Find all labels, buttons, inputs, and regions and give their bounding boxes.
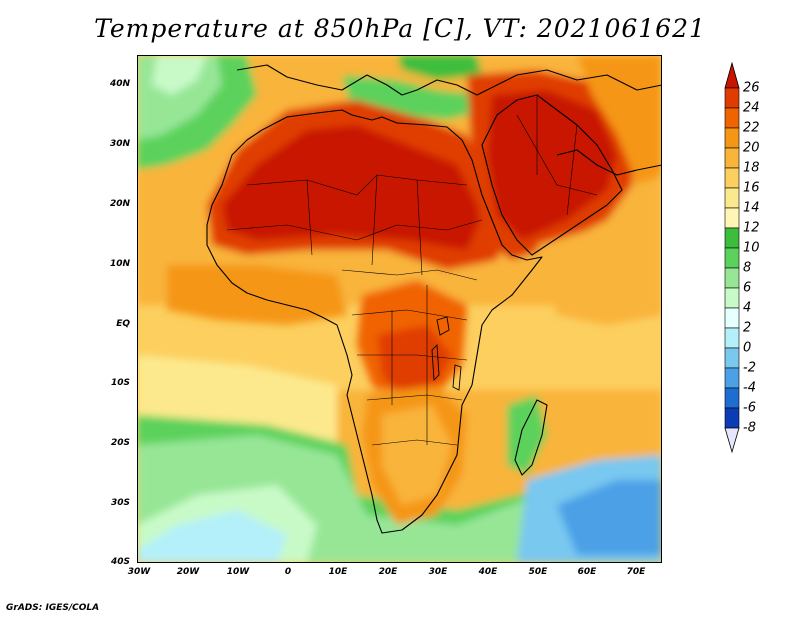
field-south-indian-core bbox=[557, 480, 662, 555]
colorbar-label: 4 bbox=[743, 300, 752, 316]
europe-coastline bbox=[236, 64, 662, 96]
credit-text: GrADS: IGES/COLA bbox=[6, 603, 100, 613]
colorbar-label: 12 bbox=[743, 220, 760, 236]
lat-label: 30N bbox=[109, 139, 130, 149]
lon-label: 0 bbox=[284, 567, 292, 577]
colorbar-label: 0 bbox=[743, 340, 752, 356]
colorbar-label: -2 bbox=[743, 360, 756, 376]
lon-label: 60E bbox=[577, 567, 597, 577]
colorbar-label: 10 bbox=[743, 240, 760, 256]
lon-label: 30W bbox=[127, 567, 151, 577]
lon-label: 20W bbox=[176, 567, 200, 577]
coastline bbox=[206, 64, 662, 534]
lon-label: 50E bbox=[528, 567, 548, 577]
colorbar-swatch bbox=[724, 267, 740, 289]
colorbar-label: -4 bbox=[743, 380, 756, 396]
colorbar-swatch bbox=[724, 207, 740, 229]
lon-label: 10W bbox=[226, 567, 250, 577]
field-kalahari bbox=[382, 405, 452, 505]
field-north-atlantic-core bbox=[152, 55, 207, 95]
colorbar bbox=[724, 62, 740, 454]
field-angola-core bbox=[377, 325, 452, 400]
field-iran bbox=[577, 55, 662, 185]
field-madagascar bbox=[507, 395, 547, 475]
field-gulf-guinea bbox=[167, 265, 347, 325]
africa-coastline bbox=[206, 109, 543, 534]
lat-label: 20S bbox=[110, 438, 130, 448]
colorbar-label: 16 bbox=[743, 180, 760, 196]
colorbar-swatch bbox=[724, 247, 740, 269]
colorbar-swatch bbox=[724, 307, 740, 329]
colorbar-label: 26 bbox=[743, 80, 760, 96]
colorbar-label: -8 bbox=[743, 420, 756, 436]
field-black-sea bbox=[397, 55, 482, 80]
colorbar-label: 22 bbox=[743, 120, 760, 136]
lon-label: 20E bbox=[378, 567, 398, 577]
colorbar-swatch bbox=[724, 287, 740, 309]
madagascar-coastline bbox=[514, 399, 548, 476]
colorbar-label: 14 bbox=[743, 200, 760, 216]
colorbar-swatch bbox=[724, 87, 740, 109]
lakes bbox=[431, 316, 462, 391]
colorbar-label: -6 bbox=[743, 400, 756, 416]
field-arabian-sea bbox=[537, 205, 662, 325]
colorbar-swatch bbox=[724, 107, 740, 129]
colorbar-swatch bbox=[724, 127, 740, 149]
field-arabia-core bbox=[487, 90, 617, 240]
borders bbox=[226, 95, 598, 446]
colorbar-swatch bbox=[724, 367, 740, 389]
field-sahara-core bbox=[222, 125, 482, 250]
colorbar-swatch bbox=[724, 347, 740, 369]
colorbar-swatch bbox=[724, 227, 740, 249]
colorbar-bottom-arrow bbox=[724, 427, 740, 454]
colorbar-label: 18 bbox=[743, 160, 760, 176]
lat-label: EQ bbox=[116, 319, 130, 329]
colorbar-label: 2 bbox=[743, 320, 752, 336]
lon-label: 40E bbox=[478, 567, 498, 577]
field-south-cold-core bbox=[137, 510, 287, 563]
colorbar-label: 6 bbox=[743, 280, 752, 296]
lat-label: 30S bbox=[110, 498, 130, 508]
colorbar-label: 20 bbox=[743, 140, 760, 156]
colorbar-swatch bbox=[724, 147, 740, 169]
map-frame bbox=[137, 55, 662, 563]
persian-gulf-coastline bbox=[556, 149, 662, 176]
lon-label: 30E bbox=[428, 567, 448, 577]
colorbar-swatch bbox=[724, 187, 740, 209]
colorbar-top-arrow bbox=[724, 62, 740, 89]
arabia-coastline bbox=[481, 94, 623, 256]
lat-label: 40S bbox=[110, 557, 130, 567]
colorbar-label: 8 bbox=[743, 260, 752, 276]
map-title: Temperature at 850hPa [C], VT: 202106162… bbox=[94, 14, 706, 43]
lat-label: 10S bbox=[110, 378, 130, 388]
colorbar-swatch bbox=[724, 167, 740, 189]
colorbar-swatch bbox=[724, 407, 740, 429]
lat-label: 40N bbox=[109, 79, 130, 89]
temperature-map bbox=[137, 55, 662, 563]
lat-label: 10N bbox=[109, 259, 130, 269]
lat-label: 20N bbox=[109, 199, 130, 209]
lon-label: 10E bbox=[328, 567, 348, 577]
lon-label: 70E bbox=[626, 567, 646, 577]
colorbar-swatch bbox=[724, 327, 740, 349]
colorbar-label: 24 bbox=[743, 100, 760, 116]
colorbar-swatch bbox=[724, 387, 740, 409]
